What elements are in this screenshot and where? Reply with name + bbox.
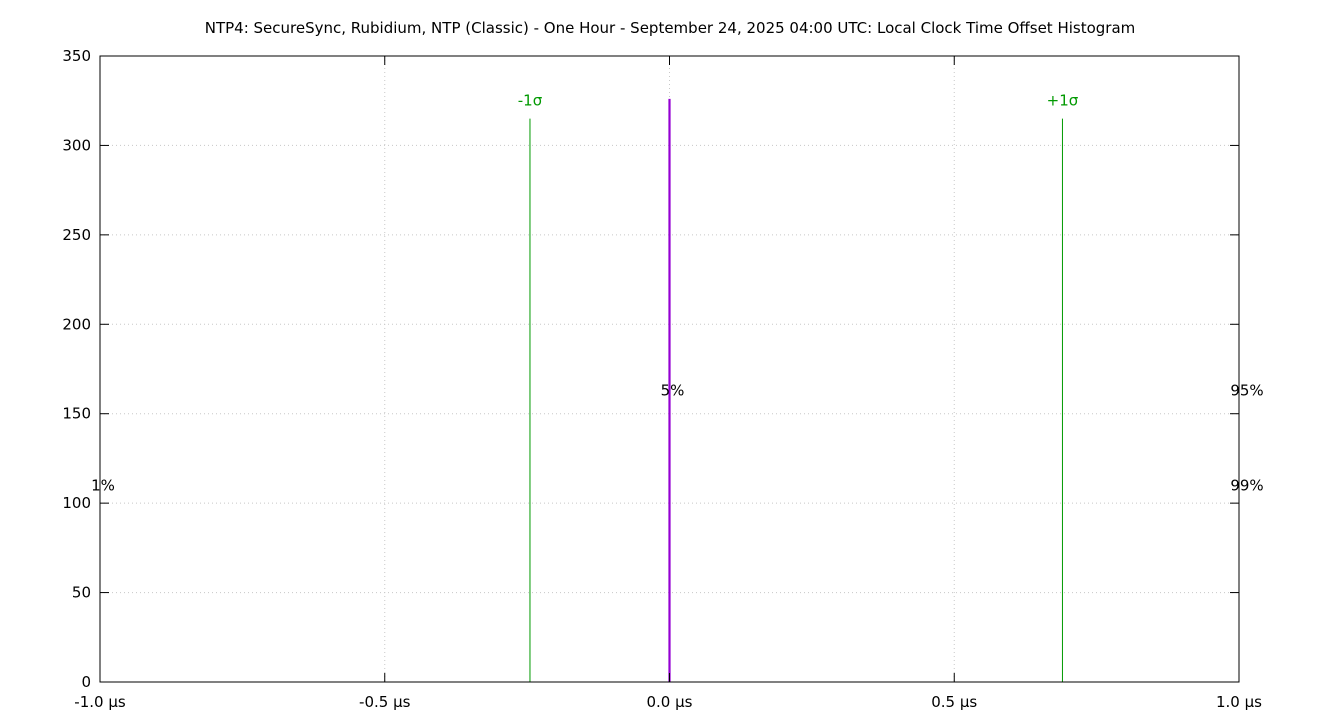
chart-title: NTP4: SecureSync, Rubidium, NTP (Classic…	[204, 19, 1136, 37]
sigma-label: -1σ	[518, 92, 543, 110]
y-tick-label: 200	[62, 315, 91, 333]
axis-tick-labels: 0 50 100 150 200 250 300 350 -1.0 µs -0.5 µs 0.0 µ…	[62, 47, 1262, 711]
y-tick-label: 50	[72, 584, 91, 602]
percentile-label: 99%	[1230, 476, 1263, 494]
x-tick-label: 1.0 µs	[1216, 693, 1262, 711]
y-tick-label: 350	[62, 47, 91, 65]
axis-ticks	[99, 55, 1240, 683]
x-tick-label: -1.0 µs	[74, 693, 126, 711]
percentile-label: 1%	[91, 476, 115, 494]
percentile-labels: 1% 5% 95% 99%	[91, 381, 1264, 494]
y-tick-label: 250	[62, 226, 91, 244]
sigma-label: +1σ	[1047, 92, 1079, 110]
x-tick-label: -0.5 µs	[359, 693, 411, 711]
x-tick-label: 0.5 µs	[931, 693, 977, 711]
percentile-label: 5%	[661, 381, 685, 399]
y-tick-label: 150	[62, 405, 91, 423]
y-tick-label: 300	[62, 136, 91, 154]
y-tick-label: 0	[81, 673, 91, 691]
y-tick-label: 100	[62, 494, 91, 512]
percentile-label: 95%	[1230, 381, 1263, 399]
x-tick-label: 0.0 µs	[647, 693, 693, 711]
sigma-markers: -1σ +1σ	[518, 92, 1079, 682]
